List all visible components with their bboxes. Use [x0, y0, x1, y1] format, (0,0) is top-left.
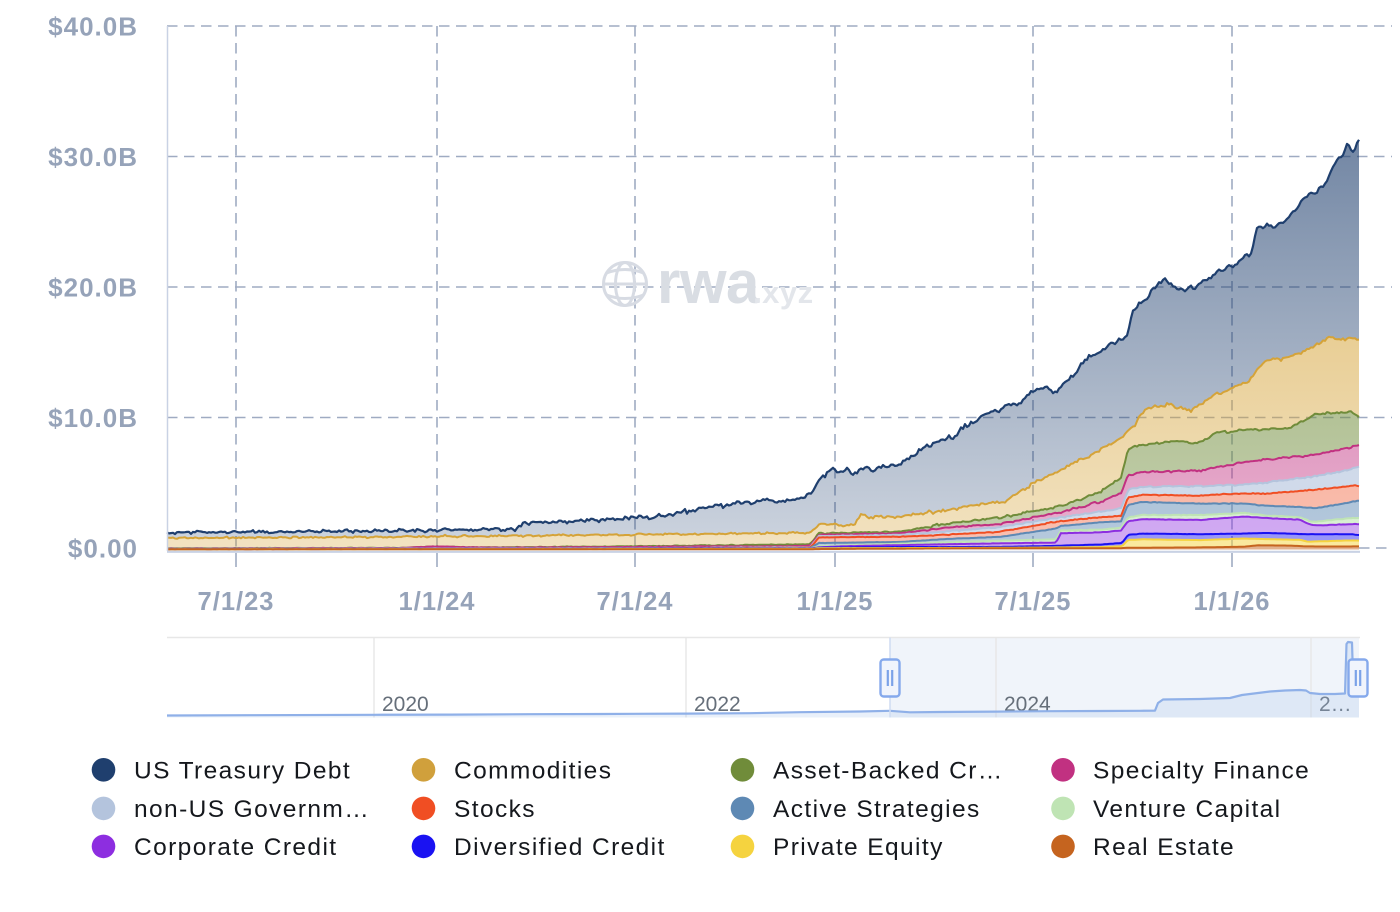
svg-text:$10.0B: $10.0B: [48, 403, 138, 433]
svg-text:1/1/26: 1/1/26: [1194, 588, 1271, 616]
svg-text:non-US Governm…: non-US Governm…: [134, 796, 370, 823]
svg-text:Diversified Credit: Diversified Credit: [454, 834, 666, 861]
svg-text:Active Strategies: Active Strategies: [773, 796, 981, 823]
svg-text:Venture Capital: Venture Capital: [1093, 796, 1282, 823]
svg-text:US Treasury Debt: US Treasury Debt: [134, 757, 351, 784]
svg-text:Stocks: Stocks: [454, 796, 536, 823]
svg-text:.xyz: .xyz: [753, 275, 814, 310]
svg-text:Real Estate: Real Estate: [1093, 834, 1235, 861]
svg-text:$40.0B: $40.0B: [48, 12, 138, 42]
svg-text:$0.00: $0.00: [68, 534, 138, 564]
svg-text:Private Equity: Private Equity: [773, 834, 944, 861]
svg-text:7/1/25: 7/1/25: [995, 588, 1072, 616]
svg-text:Asset-Backed Cr…: Asset-Backed Cr…: [773, 757, 1004, 784]
svg-text:7/1/24: 7/1/24: [597, 588, 674, 616]
svg-text:2022: 2022: [694, 693, 741, 716]
svg-text:rwa: rwa: [657, 249, 760, 316]
svg-text:$20.0B: $20.0B: [48, 273, 138, 303]
svg-text:7/1/23: 7/1/23: [198, 588, 275, 616]
svg-text:Corporate Credit: Corporate Credit: [134, 834, 338, 861]
svg-text:2…: 2…: [1319, 693, 1352, 716]
svg-text:1/1/25: 1/1/25: [797, 588, 874, 616]
svg-text:2020: 2020: [382, 693, 429, 716]
svg-text:1/1/24: 1/1/24: [399, 588, 476, 616]
svg-text:Commodities: Commodities: [454, 757, 612, 784]
svg-text:Specialty Finance: Specialty Finance: [1093, 757, 1310, 784]
svg-text:$30.0B: $30.0B: [48, 142, 138, 172]
